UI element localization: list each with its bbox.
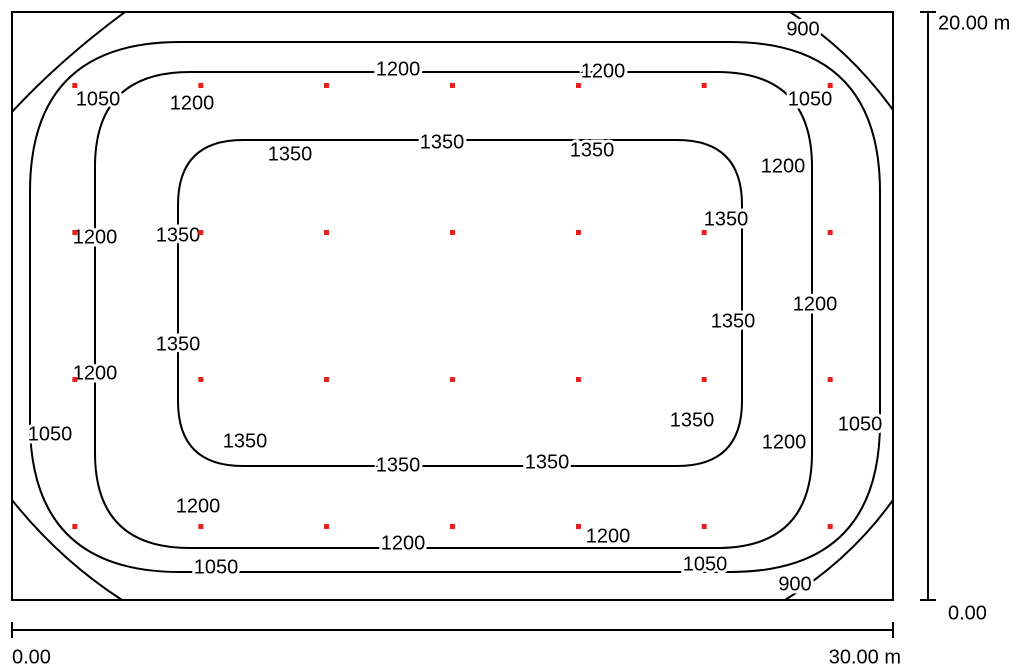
contour-label: 1350	[156, 224, 201, 246]
contour-label: 1050	[194, 556, 239, 578]
measure-point	[827, 230, 833, 235]
contour-label: 900	[786, 18, 819, 40]
contour-label: 1350	[268, 143, 313, 165]
plot-frame	[11, 11, 894, 601]
contour-label: 1350	[570, 139, 615, 161]
contour-label: 1200	[762, 431, 807, 453]
x-tick-label: 0.00	[12, 646, 51, 667]
contour-label: 1350	[156, 333, 201, 355]
measure-point	[198, 83, 204, 88]
measure-point	[701, 230, 707, 235]
measure-point	[450, 524, 455, 529]
measure-point	[198, 230, 204, 235]
contour-label: 1350	[704, 208, 749, 230]
contour-line	[12, 499, 123, 600]
contour-line	[789, 12, 893, 111]
contour-label: 1050	[76, 88, 121, 110]
measure-point	[827, 524, 833, 529]
measure-point	[575, 377, 581, 382]
contour-label: 1200	[381, 532, 426, 554]
contour-label: 1200	[170, 92, 215, 114]
contour-label: 1050	[28, 423, 73, 445]
measure-point	[324, 377, 330, 382]
measure-point	[450, 377, 455, 382]
contour-label: 1350	[420, 131, 465, 153]
measure-point	[72, 230, 78, 235]
contour-label: 1200	[586, 525, 631, 547]
contour-line	[784, 499, 893, 600]
measure-point	[701, 524, 707, 529]
y-tick-label: 20.00 m	[938, 12, 1010, 34]
measure-point	[72, 83, 78, 88]
contour-label: 1050	[683, 553, 728, 575]
measure-point	[72, 377, 78, 382]
x-tick-label: 30.00 m	[829, 646, 901, 667]
measure-point	[198, 524, 204, 529]
measure-point	[198, 377, 204, 382]
measure-point	[450, 230, 455, 235]
measure-point	[827, 377, 833, 382]
contour-label: 1200	[73, 362, 118, 384]
contour-label: 1200	[376, 58, 421, 80]
contour-label: 1200	[793, 293, 838, 315]
measure-point	[575, 83, 581, 88]
measure-point	[701, 377, 707, 382]
contours	[12, 12, 893, 600]
contour-label: 900	[778, 573, 811, 595]
contour-label: 1050	[788, 88, 833, 110]
measure-point	[575, 524, 581, 529]
contour-label: 1350	[525, 451, 570, 473]
contour-line	[177, 139, 743, 467]
measure-point	[701, 83, 707, 88]
y-tick-label: 0.00	[948, 602, 987, 624]
contour-line	[372, 12, 540, 13]
contour-label: 1050	[838, 413, 883, 435]
contour-label: 1200	[176, 495, 221, 517]
contour-label: 1350	[670, 409, 715, 431]
measure-point	[575, 230, 581, 235]
measure-point	[324, 524, 330, 529]
contour-line	[29, 41, 881, 573]
contour-line	[372, 599, 540, 600]
contour-line	[94, 71, 813, 549]
contour-label: 1350	[376, 454, 421, 476]
contour-label: 1200	[761, 155, 806, 177]
contour-label: 1200	[581, 60, 626, 82]
contour-label: 1200	[73, 226, 118, 248]
measure-point	[450, 83, 455, 88]
measure-point	[72, 524, 78, 529]
contour-label: 1350	[223, 430, 268, 452]
measure-point	[324, 83, 330, 88]
contour-line	[12, 12, 126, 113]
measure-point	[324, 230, 330, 235]
contour-label: 1350	[711, 310, 756, 332]
measure-point	[827, 83, 833, 88]
